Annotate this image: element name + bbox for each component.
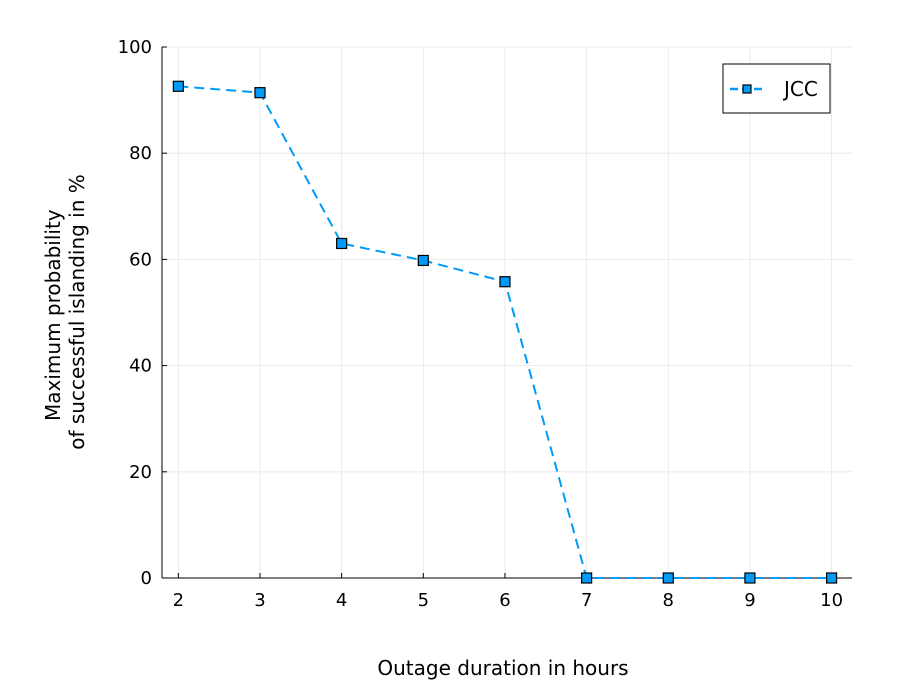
y-axis-label-line-1: Maximum probability [41,209,65,421]
y-tick-label: 20 [129,462,152,483]
x-tick-label: 8 [663,590,674,611]
y-tick-label: 80 [129,143,152,164]
x-tick-label: 5 [418,590,429,611]
legend-label-jcc: JCC [782,77,818,101]
x-tick-labels: 2 3 4 5 6 7 8 9 10 [173,590,843,611]
y-tick-label: 40 [129,356,152,377]
data-point [825,572,838,584]
x-tick-label: 4 [336,590,347,611]
data-point [254,87,266,99]
data-point [172,80,184,92]
data-point [499,276,511,288]
axes [161,46,852,579]
series-layer [172,80,838,584]
y-tick-label: 60 [129,249,152,270]
x-tick-label: 7 [581,590,592,611]
x-axis-label: Outage duration in hours [377,656,628,680]
legend-box [722,63,831,114]
y-tick-label: 0 [141,568,152,589]
x-tick-label: 9 [744,590,755,611]
x-tick-label: 2 [173,590,184,611]
y-axis-label-line-2: of successful islanding in % [65,174,89,450]
y-tick-labels: 0 20 40 60 80 100 [118,37,152,589]
x-tick-label: 3 [254,590,265,611]
legend-marker-swatch [742,84,752,94]
data-point [662,572,674,584]
x-tick-label: 6 [499,590,510,611]
y-axis-label: Maximum probability of successful island… [41,174,89,450]
data-point [581,572,593,584]
x-tick-label: 10 [820,590,843,611]
legend: JCC [722,63,831,114]
y-tick-label: 100 [118,37,152,58]
data-point [744,572,756,584]
grid-lines [162,46,852,579]
data-point [417,254,429,267]
data-point [336,237,348,250]
